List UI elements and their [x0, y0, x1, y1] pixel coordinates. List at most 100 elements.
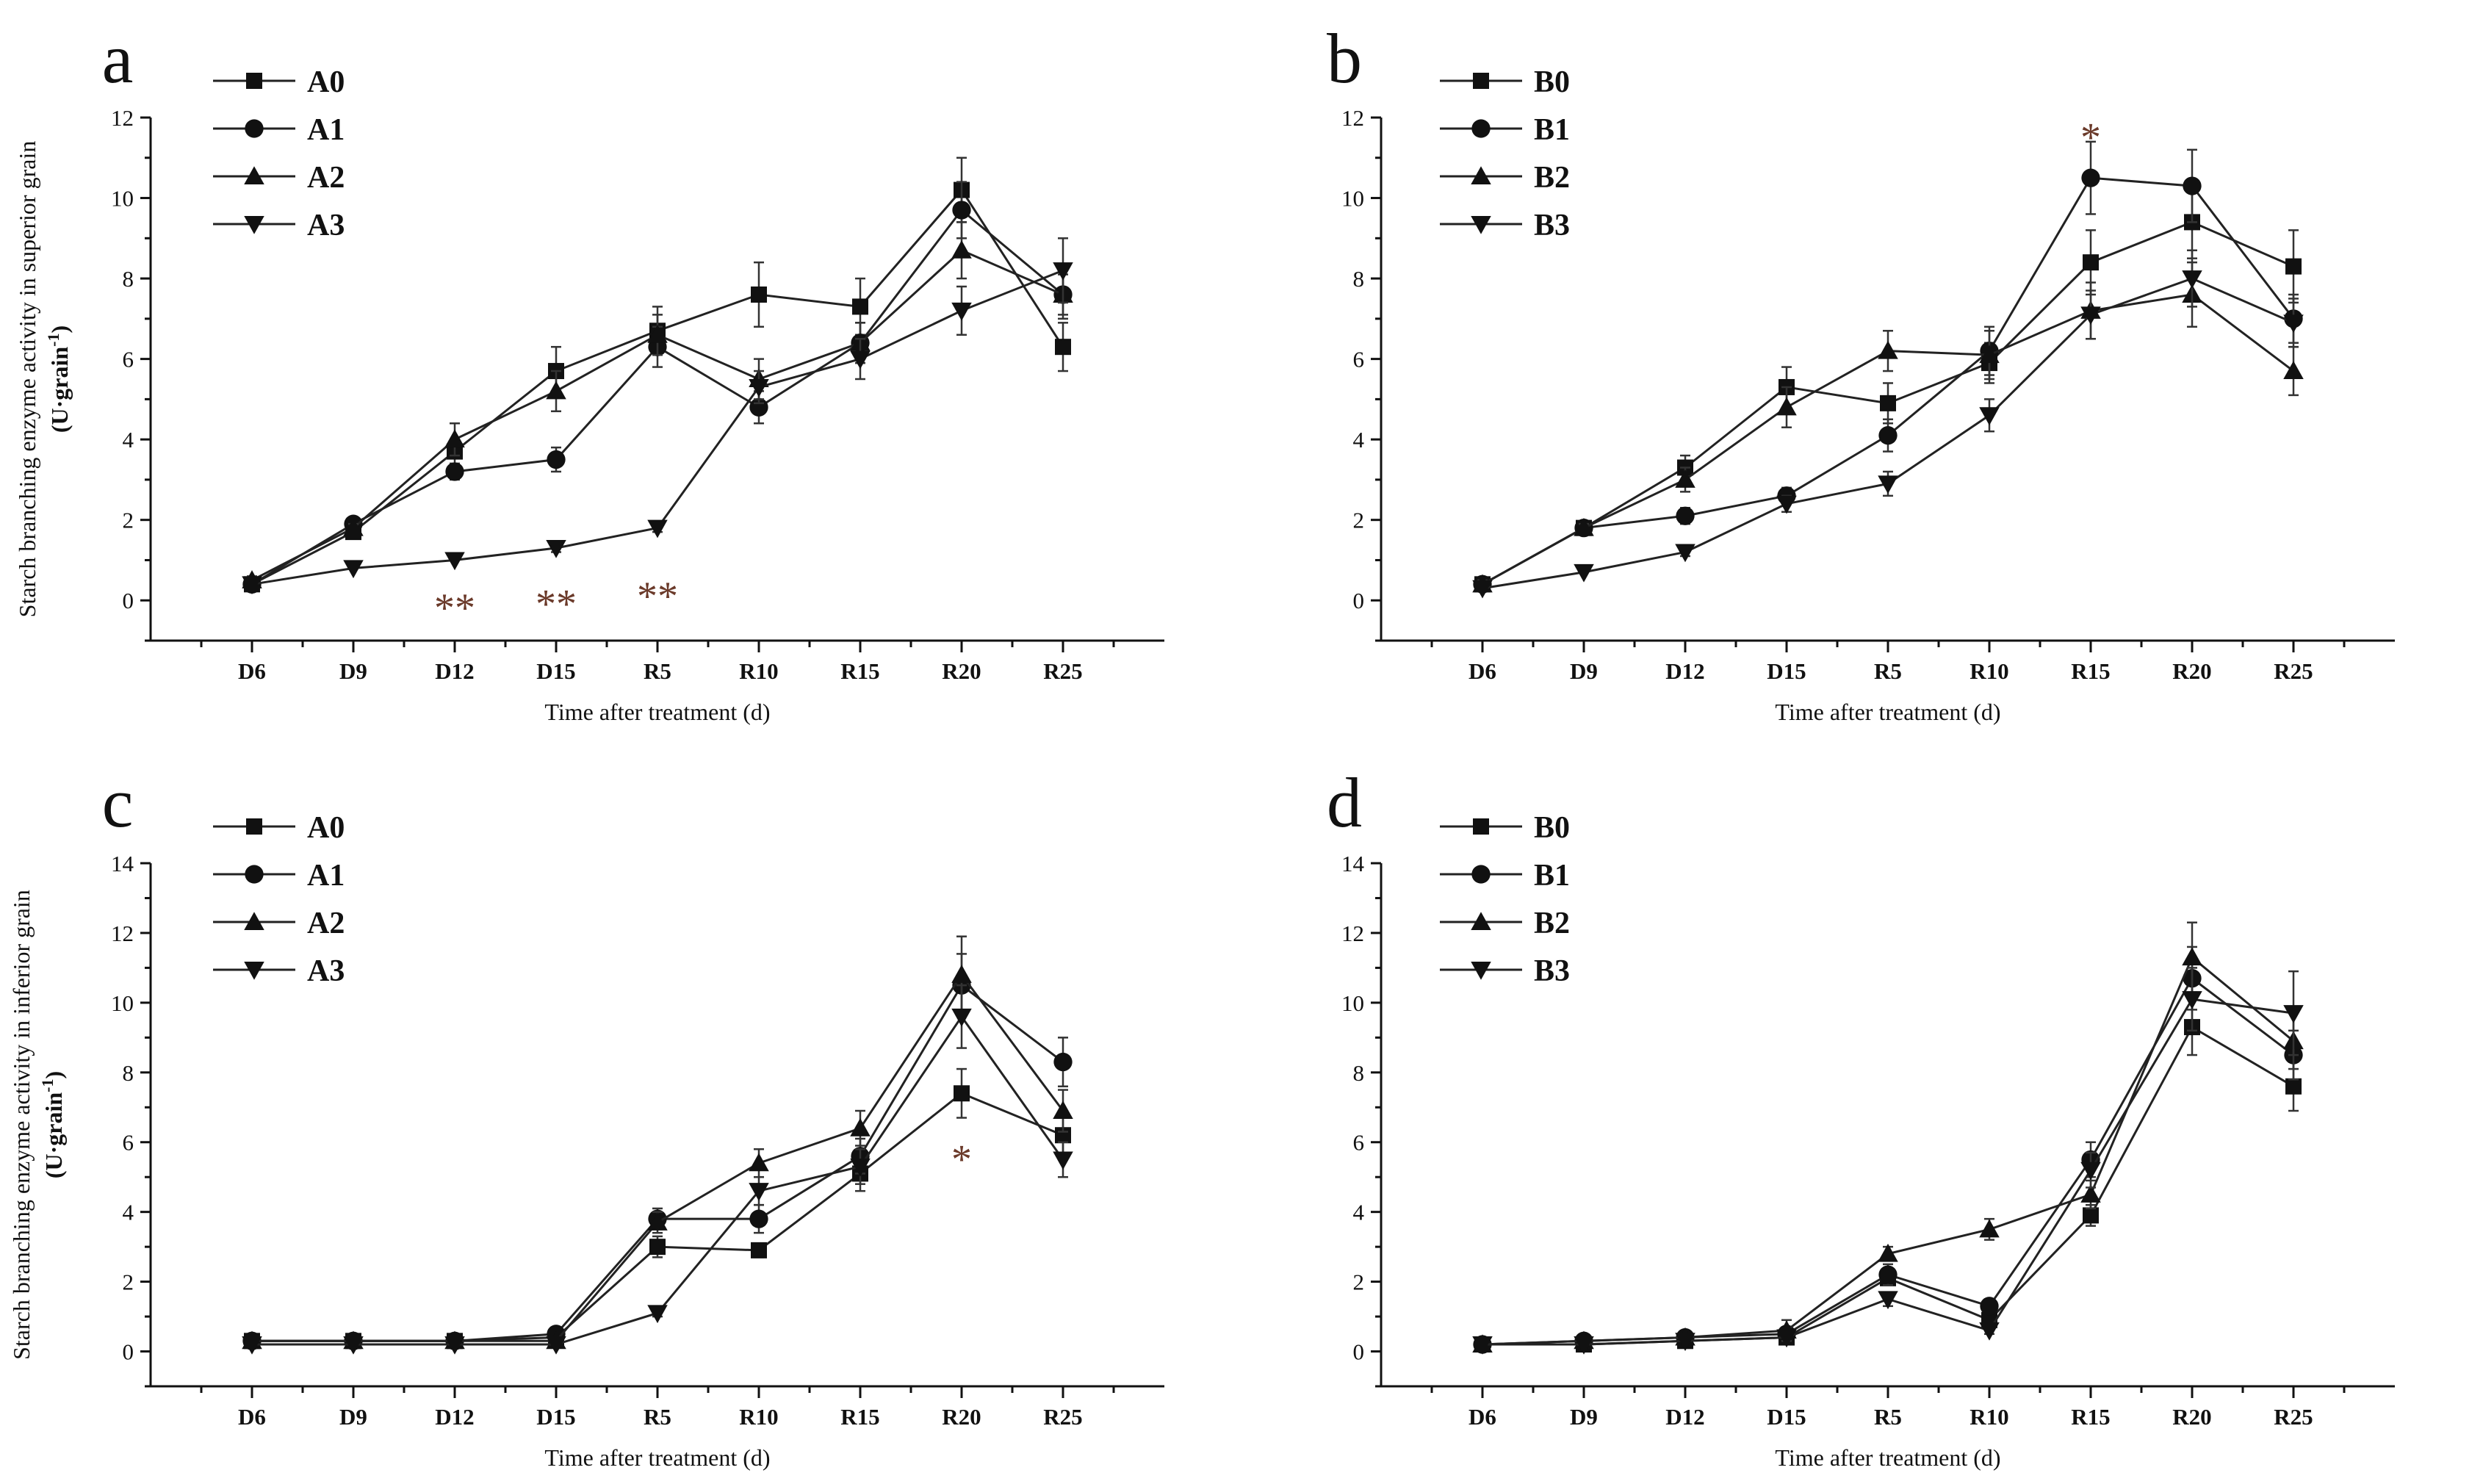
x-tick-label: R10: [739, 658, 778, 684]
y-tick-label: 4: [1353, 427, 1365, 453]
y-tick-label: 10: [1341, 990, 1364, 1016]
x-tick-label: D9: [339, 1404, 367, 1430]
data-point: [2083, 1207, 2099, 1224]
y-tick-label: 0: [123, 588, 134, 613]
series-B0: [1474, 184, 2302, 593]
data-point: [1053, 1101, 1073, 1120]
x-tick-label: D6: [1468, 658, 1496, 684]
data-point: [2080, 1161, 2101, 1181]
data-point: [951, 302, 972, 321]
legend-entry: A2: [213, 907, 345, 940]
data-point: [1776, 495, 1797, 514]
legend-label: B2: [1534, 907, 1570, 940]
legend-entry: B0: [1440, 65, 1570, 99]
x-tick-label: R15: [840, 658, 879, 684]
data-point: [546, 1336, 566, 1355]
data-point: [749, 1183, 769, 1201]
legend-entry: B1: [1440, 113, 1570, 147]
panel-letter: c: [102, 763, 134, 842]
data-point: [1472, 1336, 1493, 1355]
legend-entry: B0: [1440, 811, 1570, 845]
y-tick-label: 8: [123, 266, 134, 292]
y-tick-label: 10: [111, 990, 134, 1016]
legend-marker: [244, 962, 264, 980]
y-tick-label: 2: [123, 508, 134, 533]
data-point: [1776, 1329, 1797, 1348]
data-point: [1878, 1243, 1898, 1262]
y-tick-label: 2: [1353, 1269, 1365, 1295]
data-point: [1979, 1219, 2000, 1238]
data-point: [343, 560, 364, 579]
y-axis-unit: (U·grain-1): [44, 325, 73, 433]
x-tick-label: R5: [644, 658, 671, 684]
data-point: [2283, 314, 2304, 334]
legend-marker: [244, 216, 264, 234]
series-A1: [242, 953, 1073, 1350]
legend-entry: A2: [213, 161, 345, 195]
data-point: [444, 1336, 465, 1355]
legend-marker: [1473, 73, 1489, 89]
x-tick-label: D6: [238, 1404, 266, 1430]
x-axis-title: Time after treatment (d): [1775, 699, 2000, 725]
data-point: [1979, 345, 2000, 364]
panel-letter: d: [1327, 763, 1362, 842]
legend-marker: [246, 73, 262, 89]
series-line: [252, 983, 1064, 1342]
legend-marker: [246, 818, 262, 835]
x-tick-label: D12: [435, 1404, 474, 1430]
x-tick-label: R20: [942, 658, 981, 684]
x-tick-label: D9: [339, 658, 367, 684]
data-point: [952, 201, 971, 220]
data-point: [2285, 1078, 2302, 1095]
x-tick-label: D15: [536, 658, 575, 684]
data-point: [2081, 168, 2100, 187]
significance-marker: *: [2080, 115, 2101, 160]
data-point: [1053, 1052, 1073, 1072]
series-A2: [242, 935, 1073, 1350]
data-point: [2285, 258, 2302, 275]
y-tick-label: 10: [1341, 186, 1364, 212]
data-point: [2080, 1184, 2101, 1203]
y-tick-label: 2: [123, 1269, 134, 1295]
data-point: [2283, 1005, 2304, 1023]
legend-marker: [1471, 216, 1491, 234]
x-tick-label: D9: [1570, 1404, 1598, 1430]
series-B3: [1472, 967, 2304, 1355]
legend-entry: B3: [1440, 209, 1570, 242]
data-point: [444, 552, 465, 571]
x-tick-label: D12: [1665, 658, 1704, 684]
data-point: [1574, 1336, 1594, 1355]
data-point: [1675, 1333, 1695, 1352]
x-tick-label: D6: [1468, 1404, 1496, 1430]
legend-entry: B1: [1440, 859, 1570, 893]
data-point: [1574, 517, 1594, 536]
significance-marker: *: [951, 1137, 972, 1182]
series-line: [252, 973, 1064, 1342]
legend-entry: A3: [213, 209, 345, 242]
data-point: [1878, 475, 1898, 494]
data-point: [649, 1239, 666, 1256]
x-tick-label: D15: [1767, 1404, 1806, 1430]
data-point: [1878, 1265, 1898, 1284]
legend-label: B1: [1534, 113, 1570, 147]
series-A3: [242, 237, 1073, 595]
y-tick-label: 14: [1341, 851, 1365, 876]
data-point: [1979, 407, 2000, 426]
data-point: [1574, 563, 1594, 583]
legend-marker: [245, 865, 264, 884]
legend-label: B2: [1534, 161, 1570, 195]
legend-label: B3: [1534, 954, 1570, 988]
legend-label: B0: [1534, 811, 1570, 845]
data-point: [2080, 306, 2101, 325]
significance-marker: **: [434, 586, 475, 631]
x-axis-title: Time after treatment (d): [1775, 1444, 2000, 1471]
y-tick-label: 4: [1353, 1200, 1365, 1225]
series-B3: [1472, 249, 2304, 599]
data-point: [1878, 426, 1898, 445]
legend-label: A3: [307, 209, 345, 242]
x-tick-label: D15: [1767, 658, 1806, 684]
data-point: [951, 965, 972, 983]
data-point: [647, 519, 668, 539]
y-tick-label: 4: [123, 1200, 134, 1225]
